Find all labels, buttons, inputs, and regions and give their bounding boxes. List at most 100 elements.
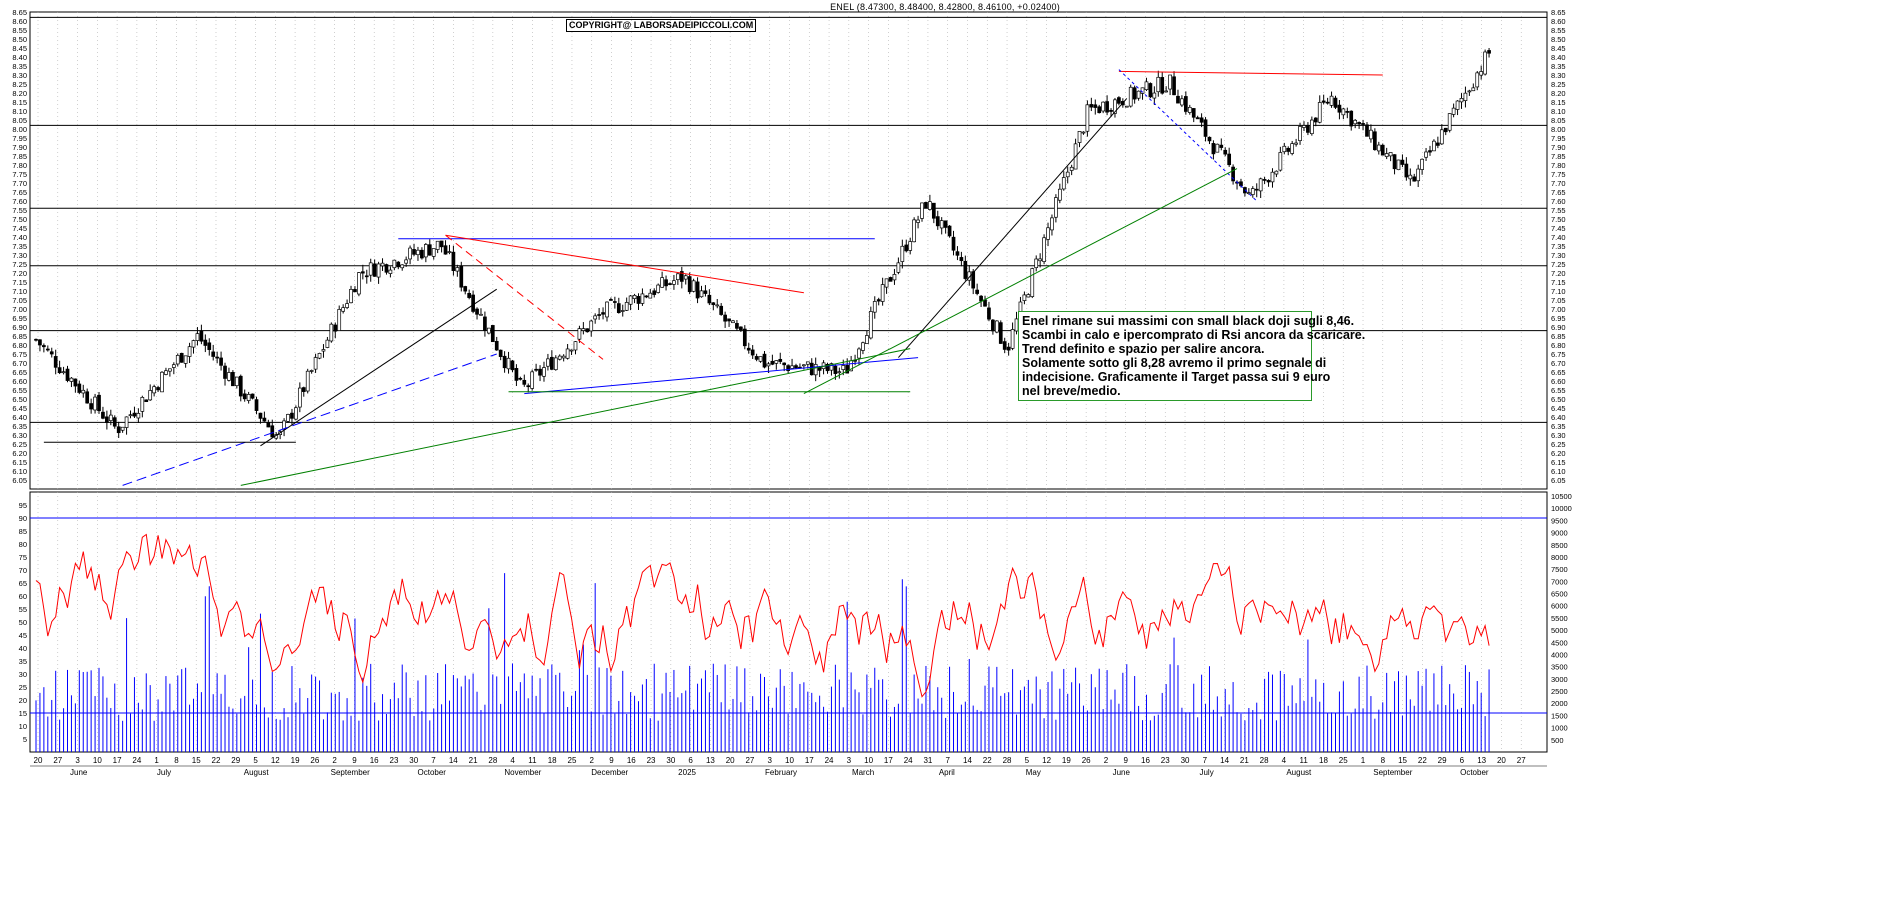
candle-body: [991, 319, 995, 332]
candle-body: [1310, 119, 1314, 135]
y-tick-label-left: 8.45: [12, 44, 27, 53]
candle-body: [597, 314, 601, 316]
x-tick-label: 28: [488, 756, 497, 765]
volume-tick-label: 1500: [1551, 711, 1568, 720]
candle-body: [794, 365, 798, 369]
x-tick-label: 23: [647, 756, 656, 765]
candle-body: [305, 370, 310, 392]
x-tick-label: 7: [1203, 756, 1208, 765]
candle-body: [45, 348, 50, 351]
y-tick-label-right: 7.00: [1551, 305, 1566, 314]
candle-body: [1085, 104, 1090, 132]
candle-body: [49, 351, 54, 355]
volume-tick-label: 8000: [1551, 553, 1568, 562]
volume-tick-label: 9000: [1551, 529, 1568, 538]
candle-body: [1349, 110, 1354, 127]
candle-body: [227, 372, 231, 381]
candle-body: [589, 320, 594, 332]
y-tick-label-left: 6.35: [12, 422, 27, 431]
candle-body: [900, 245, 905, 262]
y-tick-label-left: 6.85: [12, 332, 27, 341]
x-tick-label: 27: [745, 756, 754, 765]
candle-body: [1483, 51, 1487, 75]
candle-body: [187, 346, 192, 357]
candle-body: [286, 414, 290, 422]
candle-body: [1479, 71, 1484, 76]
candle-body: [152, 386, 156, 394]
candle-body: [345, 303, 349, 308]
candle-body: [518, 377, 523, 380]
candle-body: [1022, 294, 1027, 301]
candle-body: [38, 339, 42, 346]
candle-body: [467, 292, 472, 298]
candle-body: [313, 357, 318, 370]
volume-tick-label: 10000: [1551, 504, 1572, 513]
candle-body: [739, 326, 743, 331]
candle-body: [1026, 294, 1031, 298]
x-tick-label: 3: [847, 756, 852, 765]
candle-body: [1266, 180, 1271, 183]
candle-body: [124, 416, 129, 428]
x-month-label: November: [504, 768, 541, 777]
candle-body: [845, 365, 850, 374]
candle-body: [959, 257, 964, 262]
y-tick-label-right: 8.25: [1551, 80, 1566, 89]
y-tick-label-right: 7.25: [1551, 260, 1566, 269]
candle-body: [636, 296, 641, 304]
candle-body: [935, 216, 940, 227]
candle-body: [593, 315, 598, 320]
candle-body: [215, 356, 219, 359]
candle-body: [57, 367, 62, 374]
x-tick-label: 5: [1025, 756, 1030, 765]
y-tick-label-right: 7.10: [1551, 287, 1566, 296]
y-tick-label-left: 8.50: [12, 35, 27, 44]
y-tick-label-left: 7.10: [12, 287, 27, 296]
y-tick-label-left: 6.20: [12, 449, 27, 458]
x-tick-label: 27: [1517, 756, 1526, 765]
y-tick-label-right: 8.05: [1551, 116, 1566, 125]
y-tick-label-left: 8.00: [12, 125, 27, 134]
y-tick-label-left: 6.70: [12, 359, 27, 368]
candle-body: [183, 355, 188, 364]
candle-body: [577, 328, 582, 340]
y-tick-label-left: 7.00: [12, 305, 27, 314]
candle-body: [1199, 117, 1204, 123]
candle-body: [400, 264, 405, 269]
candle-body: [998, 322, 1003, 344]
x-tick-label: 26: [1082, 756, 1091, 765]
y-tick-label-left: 7.60: [12, 197, 27, 206]
candle-body: [1215, 143, 1220, 153]
y-tick-label-left: 8.35: [12, 62, 27, 71]
candle-body: [723, 314, 727, 322]
x-tick-label: 3: [75, 756, 80, 765]
candle-body: [89, 403, 93, 410]
x-tick-label: 6: [688, 756, 693, 765]
rsi-tick-label: 90: [19, 514, 27, 523]
candle-body: [534, 368, 538, 371]
candle-body: [171, 364, 176, 368]
y-tick-label-right: 6.55: [1551, 386, 1566, 395]
candle-body: [955, 251, 960, 256]
x-tick-label: 8: [174, 756, 179, 765]
candle-body: [1459, 98, 1464, 103]
candle-body: [353, 289, 357, 293]
x-tick-label: 2: [332, 756, 337, 765]
note-line: nel breve/medio.: [1022, 384, 1121, 398]
y-tick-label-left: 8.65: [12, 8, 27, 17]
candle-body: [132, 412, 137, 417]
candle-body: [65, 368, 70, 381]
candle-body: [120, 426, 125, 431]
candle-body: [1376, 144, 1381, 152]
candle-body: [250, 393, 255, 399]
candle-body: [1467, 90, 1472, 93]
x-tick-label: 17: [113, 756, 122, 765]
y-tick-label-right: 7.60: [1551, 197, 1566, 206]
y-tick-label-right: 6.05: [1551, 476, 1566, 485]
candle-body: [924, 202, 928, 209]
rsi-tick-label: 20: [19, 696, 27, 705]
candle-body: [790, 365, 794, 369]
y-tick-label-left: 7.80: [12, 161, 27, 170]
y-tick-label-right: 8.50: [1551, 35, 1566, 44]
y-tick-label-right: 8.45: [1551, 44, 1566, 53]
candle-body: [546, 358, 550, 367]
